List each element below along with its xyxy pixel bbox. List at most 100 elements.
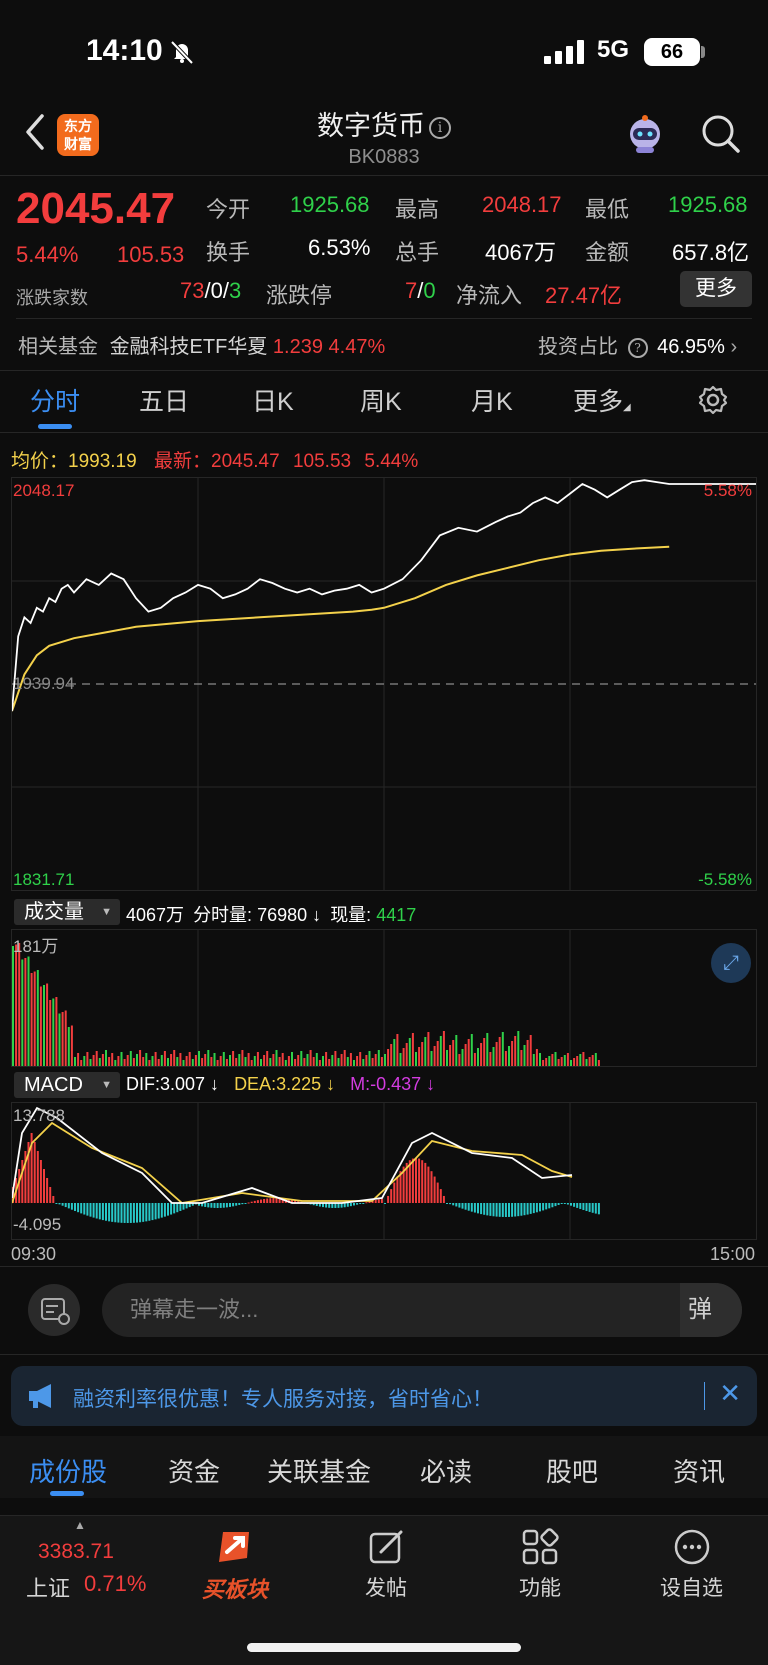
macd-bar xyxy=(461,1203,464,1209)
macd-bar xyxy=(36,1151,39,1203)
high-label: 最高 xyxy=(395,197,440,222)
volume-bar xyxy=(594,1053,597,1066)
expand-icon[interactable]: ⤢ xyxy=(711,943,751,983)
macd-bar xyxy=(139,1203,142,1223)
macd-indicator-select[interactable]: MACD ▼ xyxy=(14,1072,120,1098)
tab-more[interactable]: 更多◢ xyxy=(573,382,631,418)
macd-bar xyxy=(260,1199,262,1203)
more-button[interactable]: 更多 xyxy=(680,271,752,307)
macd-bar xyxy=(442,1195,445,1203)
tab-week-k[interactable]: 周K xyxy=(360,388,402,416)
add-watchlist-button[interactable]: 设自选 xyxy=(660,1528,723,1602)
tab-forum[interactable]: 股吧 xyxy=(546,1457,599,1487)
post-button[interactable]: 发帖 xyxy=(365,1528,407,1602)
volume-bar xyxy=(12,946,14,1066)
volume-label: 总手 xyxy=(395,240,440,265)
volume-bar xyxy=(142,1057,145,1066)
macd-bar xyxy=(253,1200,256,1203)
macd-bar xyxy=(430,1171,433,1203)
close-icon[interactable]: ✕ xyxy=(719,1378,741,1408)
index-value[interactable]: 3383.71 xyxy=(38,1540,114,1563)
volume-bar xyxy=(49,1000,52,1066)
volume-bar xyxy=(77,1053,80,1066)
buy-sector-button[interactable]: 买板块 xyxy=(202,1528,268,1604)
robot-assistant-icon[interactable] xyxy=(624,114,666,161)
macd-bar xyxy=(30,1133,33,1203)
macd-bar xyxy=(148,1203,151,1221)
tab-day-k[interactable]: 日K xyxy=(252,388,294,416)
volume-bar xyxy=(452,1040,455,1066)
macd-bar xyxy=(597,1203,600,1215)
volume-bar xyxy=(173,1050,176,1066)
danmu-toggle-button[interactable]: 弹 xyxy=(680,1283,742,1337)
volume-bar xyxy=(399,1053,402,1066)
tab-constituents[interactable]: 成份股 xyxy=(29,1457,108,1487)
settings-gear-icon[interactable] xyxy=(697,384,729,421)
macd-bar xyxy=(145,1203,148,1222)
tab-related-funds[interactable]: 关联基金 xyxy=(267,1457,372,1487)
danmu-input[interactable]: 弹幕走一波... 弹 xyxy=(102,1283,742,1337)
volume-bar xyxy=(520,1050,523,1066)
macd-bar xyxy=(98,1203,101,1220)
index-pct[interactable]: 0.71% xyxy=(84,1571,147,1596)
macd-bar xyxy=(222,1203,225,1208)
macd-bar xyxy=(343,1203,346,1208)
volume-bar xyxy=(58,1013,61,1066)
macd-bar xyxy=(49,1187,52,1203)
index-name[interactable]: 上证 xyxy=(26,1576,71,1601)
promo-banner[interactable]: 融资利率很优惠！专人服务对接，省时省心！ ✕ xyxy=(11,1366,757,1426)
chart-bottom-divider xyxy=(0,1266,768,1267)
macd-bar xyxy=(191,1203,194,1206)
macd-bar xyxy=(27,1142,30,1203)
tab-intraday[interactable]: 分时 xyxy=(30,388,81,416)
invest-ratio[interactable]: 投资占比 ? 46.95% › xyxy=(538,330,737,359)
macd-bar xyxy=(238,1203,241,1205)
volume-bar xyxy=(213,1053,216,1066)
macd-bar xyxy=(244,1203,247,1204)
volume-bar xyxy=(501,1032,504,1066)
macd-bar xyxy=(377,1199,380,1203)
volume-bar xyxy=(250,1060,253,1066)
macd-bar xyxy=(483,1203,486,1215)
volume-bar xyxy=(114,1060,117,1066)
volume-bar xyxy=(21,959,24,1066)
macd-bar xyxy=(585,1203,588,1212)
search-icon[interactable] xyxy=(700,113,742,160)
volume-bar xyxy=(480,1043,483,1066)
volume-bar xyxy=(517,1031,520,1066)
volume-bar xyxy=(566,1053,569,1066)
tab-must-read[interactable]: 必读 xyxy=(420,1457,473,1487)
volume-bar xyxy=(495,1042,498,1066)
volume-bar xyxy=(39,986,42,1066)
macd-bar xyxy=(449,1203,452,1205)
brand-logo[interactable]: 东方 财富 xyxy=(57,114,99,156)
macd-bar xyxy=(77,1203,80,1213)
macd-bar xyxy=(263,1198,266,1203)
volume-bar xyxy=(18,943,21,1066)
tab-funds-flow[interactable]: 资金 xyxy=(168,1457,221,1487)
volume-bar xyxy=(433,1046,436,1066)
macd-bar xyxy=(318,1203,321,1207)
question-icon[interactable]: ? xyxy=(627,337,648,358)
volume-bar xyxy=(291,1052,293,1066)
macd-chart[interactable]: 13.788 -4.095 xyxy=(11,1102,757,1240)
price-chart[interactable]: 2048.17 1939.94 1831.71 5.58% -5.58% xyxy=(11,477,757,891)
macd-bar xyxy=(117,1203,120,1223)
chart-legend: 均价：1993.19 最新：2045.47 105.53 5.44% xyxy=(11,446,418,473)
danmu-settings-icon[interactable] xyxy=(28,1284,80,1336)
volume-bar xyxy=(74,1057,76,1066)
minute-volume-arrow: ↓ xyxy=(312,905,322,925)
functions-button[interactable]: 功能 xyxy=(519,1528,561,1602)
tab-month-k[interactable]: 月K xyxy=(471,388,513,416)
volume-bar xyxy=(123,1059,126,1066)
volume-indicator-select[interactable]: 成交量 ▼ xyxy=(14,899,120,925)
volume-bar xyxy=(486,1033,489,1066)
tab-news[interactable]: 资讯 xyxy=(673,1457,726,1487)
tab-five-day[interactable]: 五日 xyxy=(139,388,190,416)
related-fund-row[interactable]: 相关基金 金融科技ETF华夏 1.239 4.47% xyxy=(18,330,385,359)
info-icon[interactable]: i xyxy=(429,116,451,139)
back-chevron-icon[interactable] xyxy=(22,112,46,157)
volume-bar xyxy=(396,1034,399,1066)
macd-bar xyxy=(291,1199,293,1203)
volume-chart[interactable]: 181万 xyxy=(11,929,757,1067)
